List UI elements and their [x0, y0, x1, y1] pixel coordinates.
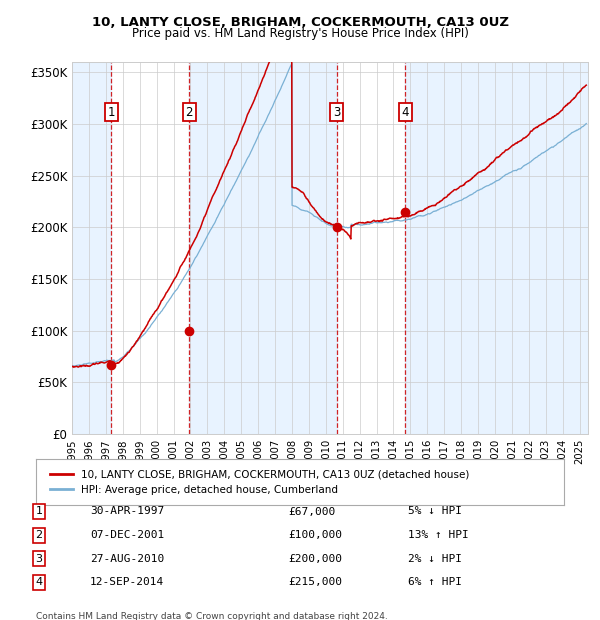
- Text: £100,000: £100,000: [288, 530, 342, 540]
- Text: 3: 3: [35, 554, 43, 564]
- Text: 07-DEC-2001: 07-DEC-2001: [90, 530, 164, 540]
- Text: 1: 1: [35, 507, 43, 516]
- Bar: [189, 62, 337, 434]
- Text: 2% ↓ HPI: 2% ↓ HPI: [408, 554, 462, 564]
- Text: 5% ↓ HPI: 5% ↓ HPI: [408, 507, 462, 516]
- Text: 13% ↑ HPI: 13% ↑ HPI: [408, 530, 469, 540]
- Text: 2: 2: [185, 106, 193, 118]
- Text: £215,000: £215,000: [288, 577, 342, 587]
- Text: 6% ↑ HPI: 6% ↑ HPI: [408, 577, 462, 587]
- Text: 4: 4: [402, 106, 409, 118]
- Text: £67,000: £67,000: [288, 507, 335, 516]
- Text: Price paid vs. HM Land Registry's House Price Index (HPI): Price paid vs. HM Land Registry's House …: [131, 27, 469, 40]
- Text: 30-APR-1997: 30-APR-1997: [90, 507, 164, 516]
- Text: 4: 4: [35, 577, 43, 587]
- Text: £200,000: £200,000: [288, 554, 342, 564]
- Legend: 10, LANTY CLOSE, BRIGHAM, COCKERMOUTH, CA13 0UZ (detached house), HPI: Average p: 10, LANTY CLOSE, BRIGHAM, COCKERMOUTH, C…: [46, 466, 472, 498]
- Text: 3: 3: [333, 106, 340, 118]
- Bar: [406, 62, 588, 434]
- Text: 10, LANTY CLOSE, BRIGHAM, COCKERMOUTH, CA13 0UZ: 10, LANTY CLOSE, BRIGHAM, COCKERMOUTH, C…: [91, 16, 509, 29]
- Bar: [72, 62, 112, 434]
- Text: Contains HM Land Registry data © Crown copyright and database right 2024.: Contains HM Land Registry data © Crown c…: [36, 612, 388, 620]
- Text: 27-AUG-2010: 27-AUG-2010: [90, 554, 164, 564]
- Text: 1: 1: [107, 106, 115, 118]
- Text: 2: 2: [35, 530, 43, 540]
- Text: 12-SEP-2014: 12-SEP-2014: [90, 577, 164, 587]
